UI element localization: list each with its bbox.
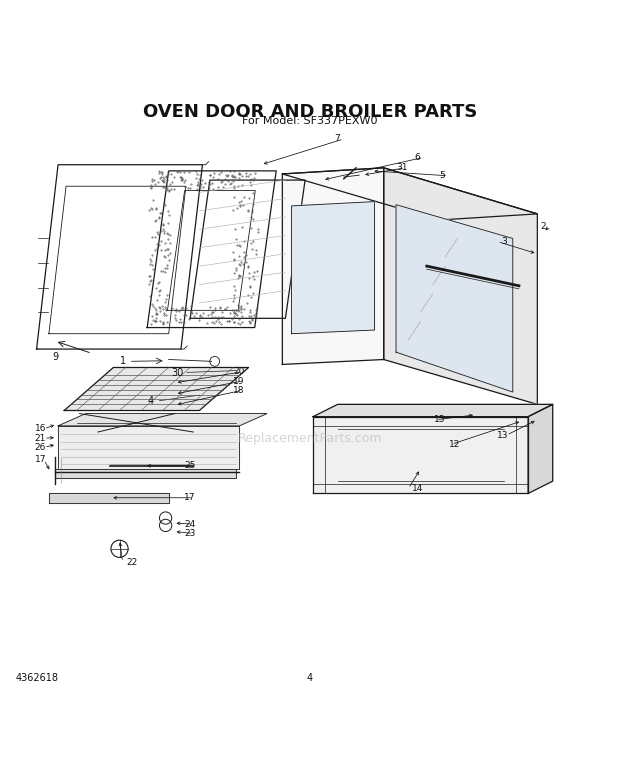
Text: 12: 12 [449, 440, 461, 449]
Text: 9: 9 [52, 352, 58, 362]
Text: 4: 4 [147, 396, 153, 406]
Polygon shape [313, 405, 552, 417]
Polygon shape [282, 168, 538, 220]
Polygon shape [528, 405, 552, 493]
Polygon shape [55, 469, 236, 478]
Polygon shape [58, 414, 267, 426]
Polygon shape [282, 168, 384, 364]
Text: 14: 14 [412, 484, 423, 493]
Text: 23: 23 [184, 529, 195, 538]
Text: OVEN DOOR AND BROILER PARTS: OVEN DOOR AND BROILER PARTS [143, 103, 477, 121]
Polygon shape [396, 205, 513, 392]
Text: ReplacementParts.com: ReplacementParts.com [237, 432, 383, 445]
Text: 25: 25 [184, 461, 195, 471]
Text: 13: 13 [497, 430, 509, 440]
Text: 17: 17 [184, 493, 195, 503]
Polygon shape [313, 417, 528, 493]
Text: 20: 20 [233, 367, 244, 377]
Text: 4: 4 [307, 673, 313, 683]
Polygon shape [58, 426, 239, 469]
Text: 16: 16 [35, 425, 46, 433]
Polygon shape [384, 168, 538, 405]
Polygon shape [291, 202, 374, 334]
Text: 7: 7 [335, 135, 340, 143]
Text: 15: 15 [433, 415, 445, 424]
Text: 5: 5 [439, 171, 445, 180]
Text: 4362618: 4362618 [15, 673, 58, 683]
Text: 30: 30 [172, 368, 184, 378]
Text: 2: 2 [541, 222, 546, 230]
Text: 6: 6 [414, 152, 420, 162]
Text: 18: 18 [233, 386, 245, 394]
Text: 19: 19 [233, 377, 245, 386]
Text: 31: 31 [396, 163, 407, 172]
Text: 22: 22 [126, 558, 138, 567]
Text: 26: 26 [35, 443, 46, 452]
Text: 17: 17 [35, 455, 46, 464]
Text: 24: 24 [184, 520, 195, 529]
Polygon shape [49, 493, 169, 503]
Text: 21: 21 [35, 433, 46, 443]
Text: 3: 3 [501, 237, 507, 246]
Text: 1: 1 [120, 356, 126, 366]
Text: For Model: SF337PEXW0: For Model: SF337PEXW0 [242, 116, 378, 125]
Polygon shape [64, 367, 249, 411]
